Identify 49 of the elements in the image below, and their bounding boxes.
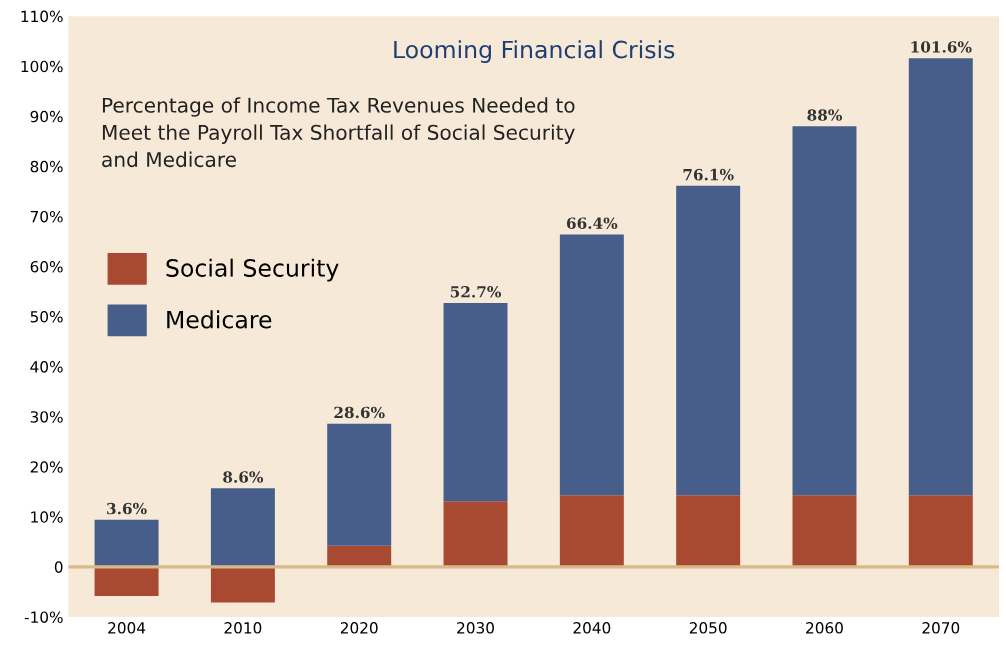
y-tick-label: 60%: [30, 260, 63, 273]
total-label: 88%: [807, 109, 842, 121]
bar: [908, 495, 973, 567]
bar: [327, 423, 392, 546]
y-tick-label: 70%: [30, 210, 63, 223]
bar: [559, 495, 624, 567]
bar: [327, 545, 392, 567]
y-tick-label: 30%: [30, 411, 63, 423]
total-label: 3.6%: [107, 502, 147, 515]
bar: [792, 126, 857, 496]
total-label: 52.7%: [450, 286, 502, 298]
y-tick-label: 90%: [30, 110, 63, 123]
total-label: 8.6%: [223, 471, 264, 483]
y-tick-label: 110%: [21, 10, 63, 23]
total-label: 28.6%: [334, 406, 385, 419]
bar: [443, 501, 508, 567]
x-tick-label: 2004: [108, 622, 146, 634]
y-tick-label: 100%: [21, 60, 63, 73]
x-tick-label: 2050: [689, 622, 727, 634]
bar: [210, 566, 275, 603]
bar: [94, 519, 159, 567]
y-tick-label: -10%: [24, 611, 63, 623]
y-tick-label: 20%: [30, 461, 63, 473]
x-tick-label: 2040: [573, 622, 611, 634]
bar: [908, 58, 973, 496]
bar: [443, 303, 508, 502]
text: Looming Financial Crisis: [394, 40, 675, 64]
x-tick-label: 2070: [922, 622, 960, 634]
bar: [559, 234, 624, 496]
total-label: 76.1%: [683, 168, 734, 181]
x-tick-label: 2020: [340, 622, 378, 634]
y-tick-label: 10%: [31, 511, 63, 523]
x-tick-label: 2010: [224, 622, 262, 634]
bar: [676, 185, 741, 496]
bar: [210, 488, 275, 567]
x-tick-label: 2030: [457, 622, 494, 634]
y-tick-label: 0: [54, 561, 63, 573]
legend-label: Social Security: [166, 258, 339, 282]
text: Percentage of Income Tax Revenues Needed to Meet the Payroll Tax Shortfall of Social Security and Medicare: [102, 97, 575, 168]
y-tick-label: 80%: [30, 160, 63, 173]
bar: [94, 566, 159, 596]
total-label: 101.6%: [911, 41, 972, 53]
total-label: 66.4%: [566, 217, 618, 229]
bar: [676, 495, 741, 567]
bar: [792, 495, 857, 567]
y-tick-label: 40%: [30, 361, 63, 373]
x-tick-label: 2060: [806, 622, 843, 634]
legend-label: Medicare: [167, 310, 272, 329]
y-tick-label: 50%: [30, 311, 63, 323]
